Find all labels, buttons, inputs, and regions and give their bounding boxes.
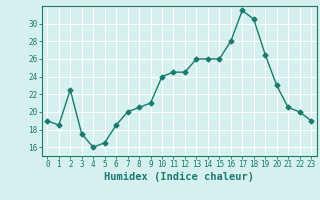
X-axis label: Humidex (Indice chaleur): Humidex (Indice chaleur): [104, 172, 254, 182]
